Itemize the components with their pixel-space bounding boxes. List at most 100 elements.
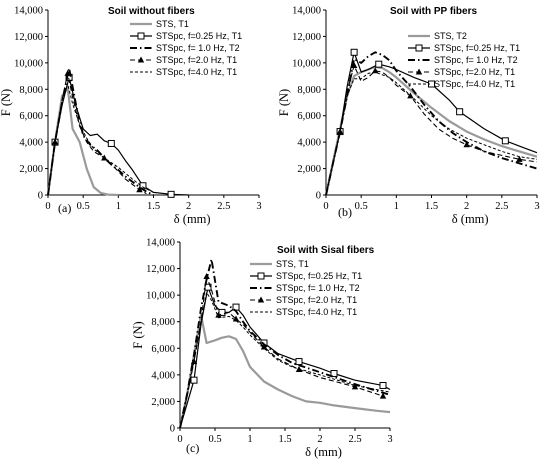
y-tick-label: 2,000 (151, 397, 175, 408)
series-line (325, 64, 538, 196)
series-line (47, 83, 154, 196)
series-1 (179, 283, 391, 429)
data-point-marker (232, 303, 240, 311)
data-point-marker (64, 69, 71, 76)
data-point-marker (463, 141, 470, 148)
legend-item: STSpc, f=0.25 Hz, T1 (408, 43, 520, 53)
chart-panel-c: 0 2,000 4,000 6,000 8,000 10,000 12,000 14,000 0… (131, 238, 393, 460)
legend-sample-marker (137, 32, 145, 40)
legend-item: STSpc, f=2.0 Hz, T1 (130, 55, 237, 65)
legend-label: STS, T1 (156, 19, 189, 29)
legend: STS, T1 STSpc, f=0.25 Hz, T1 STSpc, f= 1.0… (250, 259, 362, 317)
legend-item: STSpc, f= 1.0 Hz, T2 (130, 43, 240, 53)
data-point-marker (350, 48, 358, 56)
x-tick-label: 1 (394, 201, 399, 212)
y-tick-label: 8,000 (151, 317, 175, 328)
series-line (179, 292, 391, 429)
x-tick-label: 2.5 (348, 434, 361, 445)
legend: STS, T1 STSpc, f=0.25 Hz, T1 STSpc, f= 1.0… (130, 19, 242, 77)
series-4 (179, 292, 391, 429)
legend-label: STSpc, f=2.0 Hz, T1 (156, 55, 237, 65)
y-tick-label: 12,000 (146, 264, 175, 275)
x-tick-label: 0.5 (355, 201, 368, 212)
chart-title: Soil without fibers (108, 6, 195, 17)
data-point-marker (136, 186, 143, 193)
y-tick-label: 0 (38, 191, 43, 202)
series-2 (179, 258, 391, 429)
y-tick-label: 14,000 (292, 6, 321, 17)
y-tick-label: 12,000 (292, 32, 321, 43)
legend-label: STS, T1 (276, 259, 309, 269)
legend-label: STSpc, f=0.25 Hz, T1 (434, 43, 520, 53)
legend-item: STSpc, f= 1.0 Hz, T2 (250, 283, 360, 293)
series-4 (47, 83, 154, 196)
y-tick-label: 14,000 (14, 6, 43, 17)
data-point-marker (260, 343, 268, 350)
data-point-marker (456, 108, 464, 116)
legend-item: STSpc, f=4.0 Hz, T1 (130, 67, 237, 77)
x-tick-label: 1.5 (425, 201, 438, 212)
x-tick-label: 1 (247, 434, 252, 445)
series-line (179, 258, 391, 429)
data-point-marker (501, 137, 509, 145)
x-tick-label: 2 (317, 434, 322, 445)
legend-sample-marker (137, 56, 145, 63)
data-point-marker (372, 67, 379, 74)
legend-label: STSpc, f=2.0 Hz, T1 (434, 67, 515, 77)
chart-title: Soil with PP fibers (390, 6, 477, 17)
data-point-marker (379, 381, 387, 389)
y-tick-label: 8,000 (19, 85, 43, 96)
x-tick-label: 1.5 (147, 201, 160, 212)
legend-item: STSpc, f=0.25 Hz, T1 (130, 31, 242, 41)
legend-item: STSpc, f=2.0 Hz, T1 (250, 295, 357, 305)
legend-item: STSpc, f=2.0 Hz, T1 (408, 67, 515, 77)
x-tick-label: 0.5 (77, 201, 90, 212)
y-tick-label: 0 (170, 424, 175, 435)
legend-label: STS, T2 (434, 31, 467, 41)
y-tick-label: 0 (316, 191, 321, 202)
data-point-marker (375, 60, 383, 68)
series-line (47, 72, 147, 196)
chart-panel-b: 0 2,000 4,000 6,000 8,000 10,000 12,000 14,000 0… (277, 6, 540, 227)
data-point-marker (295, 358, 303, 366)
x-tick-label: 0 (45, 201, 50, 212)
legend-label: STSpc, f= 1.0 Hz, T2 (156, 43, 240, 53)
y-tick-label: 2,000 (297, 164, 321, 175)
x-tick-label: 3 (534, 201, 539, 212)
data-point-marker (218, 308, 226, 316)
series-4 (325, 71, 538, 196)
legend-item: STSpc, f=0.25 Hz, T1 (250, 271, 362, 281)
y-tick-label: 10,000 (292, 58, 321, 69)
series-2 (47, 67, 154, 196)
data-point-marker (51, 138, 59, 145)
panel-label: (c) (186, 441, 199, 455)
x-tick-label: 0 (177, 434, 182, 445)
x-tick-label: 3 (387, 434, 392, 445)
y-axis-label: F (N) (0, 89, 13, 116)
y-tick-label: 4,000 (19, 138, 43, 149)
x-axis-label: δ (mm) (174, 212, 211, 226)
data-point-marker (351, 383, 359, 390)
data-point-marker (232, 315, 240, 322)
data-point-marker (167, 190, 175, 198)
legend-label: STSpc, f=0.25 Hz, T1 (156, 31, 242, 41)
legend-item: STSpc, f= 1.0 Hz, T2 (408, 55, 518, 65)
data-point-marker (350, 62, 358, 68)
legend-item: STS, T2 (408, 31, 467, 41)
data-point-marker (190, 358, 198, 365)
series-3 (47, 69, 147, 196)
legend-item: STS, T1 (130, 19, 189, 29)
data-point-marker (215, 311, 222, 318)
y-tick-label: 2,000 (19, 164, 43, 175)
y-tick-label: 6,000 (19, 111, 43, 122)
panel-label: (a) (58, 201, 71, 215)
y-tick-label: 6,000 (297, 111, 321, 122)
series-line (178, 314, 391, 429)
data-point-marker (379, 392, 387, 399)
y-tick-label: 10,000 (146, 291, 175, 302)
legend-label: STSpc, f=0.25 Hz, T1 (276, 271, 362, 281)
data-point-marker (203, 273, 210, 280)
data-point-marker (330, 370, 338, 378)
x-axis-label: δ (mm) (452, 212, 489, 226)
